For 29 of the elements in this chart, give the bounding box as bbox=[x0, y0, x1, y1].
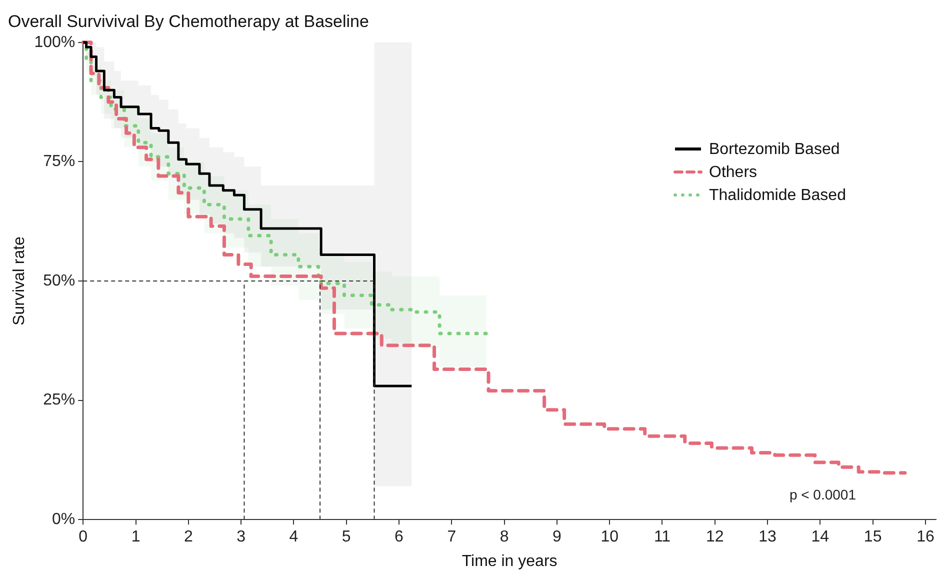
x-tick-label: 4 bbox=[289, 528, 298, 546]
x-tick-label: 10 bbox=[600, 528, 619, 546]
x-tick-label: 6 bbox=[394, 528, 404, 546]
legend-label: Others bbox=[709, 162, 758, 183]
x-tick-label: 15 bbox=[864, 528, 882, 546]
x-tick-label: 9 bbox=[552, 528, 562, 546]
x-tick-label: 8 bbox=[500, 528, 509, 546]
x-axis-title: Time in years bbox=[462, 552, 558, 570]
y-tick-label: 100% bbox=[34, 34, 76, 51]
x-tick-label: 1 bbox=[131, 528, 140, 546]
x-tick-label: 12 bbox=[706, 528, 724, 546]
annotation: p < 0.0001 bbox=[789, 486, 856, 502]
y-tick-label: 25% bbox=[43, 392, 76, 409]
x-tick-label: 11 bbox=[654, 528, 671, 546]
x-tick-label: 13 bbox=[758, 528, 777, 546]
legend-label: Thalidomide Based bbox=[709, 186, 846, 206]
x-tick-label: 14 bbox=[811, 528, 830, 546]
x-tick-label: 3 bbox=[236, 528, 246, 546]
x-tick-label: 2 bbox=[184, 528, 193, 546]
y-tick-label: 0% bbox=[52, 511, 76, 528]
chart-title: Overall Survivival By Chemotherapy at Baseline bbox=[8, 12, 369, 31]
y-tick-label: 75% bbox=[43, 153, 76, 170]
y-tick-label: 50% bbox=[43, 272, 76, 290]
legend-label: Bortezomib Based bbox=[709, 140, 840, 160]
x-tick-label: 0 bbox=[78, 528, 88, 546]
x-tick-label: 16 bbox=[916, 528, 934, 546]
x-tick-label: 5 bbox=[342, 528, 351, 546]
x-tick-label: 7 bbox=[447, 528, 456, 546]
y-axis-title: Survival rate bbox=[11, 236, 28, 326]
